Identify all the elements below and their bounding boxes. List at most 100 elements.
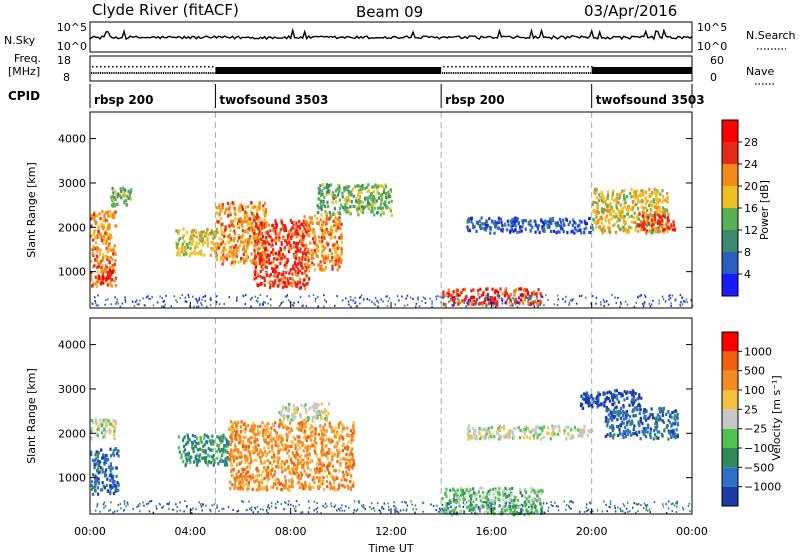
clutter-cell (648, 302, 650, 305)
data-cell (591, 226, 594, 230)
data-cell (313, 408, 316, 412)
data-cell (241, 487, 244, 491)
data-cell (538, 302, 542, 306)
data-cell (497, 216, 500, 220)
data-cell (233, 229, 236, 233)
data-cell (102, 224, 105, 228)
freq-tick-mark (125, 72, 127, 74)
data-cell (104, 426, 107, 430)
clutter-cell (429, 297, 431, 300)
clutter-cell (466, 302, 468, 304)
data-cell (258, 241, 261, 245)
data-cell (313, 268, 316, 272)
data-cell (333, 453, 336, 457)
data-cell (623, 221, 626, 225)
data-cell (315, 476, 319, 480)
freq-tick-mark (208, 72, 209, 74)
clutter-cell (662, 298, 665, 301)
data-cell (506, 219, 509, 223)
data-cell (351, 187, 354, 191)
clutter-cell (360, 294, 363, 297)
clutter-cell (421, 300, 423, 303)
freq-tick-mark (202, 72, 204, 74)
data-cell (304, 287, 307, 291)
data-cell (204, 449, 207, 453)
data-cell (317, 458, 320, 462)
data-cell (264, 438, 267, 442)
data-cell (641, 189, 644, 193)
freq-tick-mark (506, 72, 508, 74)
data-cell (331, 429, 334, 434)
data-cell (181, 438, 185, 443)
data-cell (520, 229, 523, 233)
data-cell (246, 456, 249, 461)
data-cell (261, 421, 264, 425)
freq-tick-mark (107, 72, 109, 74)
data-cell (347, 440, 350, 444)
data-cell (287, 236, 290, 240)
data-cell (488, 301, 491, 305)
data-cell (339, 462, 342, 466)
data-cell (267, 422, 270, 426)
data-cell (346, 186, 349, 190)
data-cell (594, 192, 597, 196)
data-cell (235, 472, 238, 476)
data-cell (512, 229, 515, 233)
clutter-cell (556, 304, 559, 306)
data-cell (114, 224, 117, 228)
data-cell (352, 204, 355, 209)
data-cell (556, 432, 559, 436)
clutter-cell (691, 304, 694, 307)
clutter-cell (396, 295, 399, 298)
data-cell (272, 260, 275, 264)
data-cell (253, 480, 257, 484)
data-cell (95, 457, 98, 461)
freq-tick-mark (137, 72, 139, 74)
data-cell (258, 216, 261, 220)
data-cell (371, 209, 374, 213)
data-cell (260, 282, 263, 286)
data-cell (523, 487, 526, 491)
data-cell (496, 491, 499, 495)
data-cell (472, 295, 476, 299)
data-cell (309, 406, 312, 410)
data-cell (269, 235, 272, 239)
data-cell (317, 211, 320, 215)
data-cell (326, 414, 329, 418)
data-cell (224, 225, 227, 229)
data-cell (445, 487, 448, 491)
data-cell (299, 413, 302, 417)
clutter-cell (504, 301, 506, 304)
data-cell (541, 227, 544, 231)
data-cell (517, 506, 520, 510)
data-cell (655, 210, 658, 214)
data-cell (263, 250, 266, 254)
data-cell (259, 430, 262, 434)
data-cell (305, 243, 308, 247)
data-cell (499, 435, 503, 439)
data-cell (491, 507, 494, 511)
data-cell (340, 240, 343, 244)
data-cell (241, 478, 244, 482)
data-cell (345, 206, 348, 210)
data-cell (605, 214, 608, 218)
data-cell (645, 224, 648, 228)
data-cell (641, 193, 644, 197)
data-cell (606, 204, 609, 208)
data-cell (97, 481, 100, 485)
data-cell (338, 216, 341, 220)
data-cell (222, 433, 225, 437)
data-cell (497, 219, 500, 223)
data-cell (212, 463, 215, 467)
freq-tick-mark (492, 72, 494, 74)
clutter-cell (536, 295, 538, 298)
data-cell (502, 493, 505, 498)
freq-tick-mark (524, 72, 526, 74)
clutter-cell (176, 301, 178, 304)
data-cell (449, 488, 452, 492)
data-cell (445, 494, 448, 498)
data-cell (237, 470, 240, 474)
data-cell (519, 491, 522, 495)
data-cell (666, 226, 669, 230)
clutter-cell (196, 301, 199, 304)
